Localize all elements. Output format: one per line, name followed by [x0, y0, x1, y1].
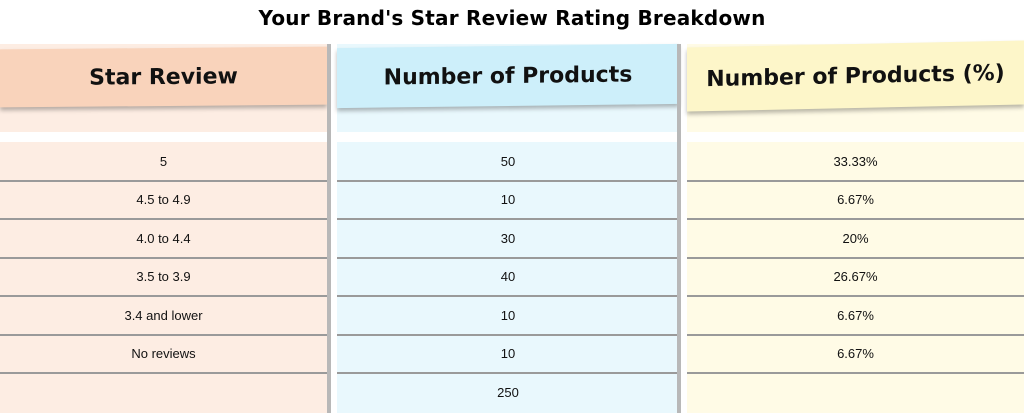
row-separator [337, 218, 679, 220]
table-cell-number-of-products-pct: 33.33% [833, 153, 878, 169]
row-separator [687, 333, 1024, 336]
row-separator [0, 295, 327, 297]
table-cell-number-of-products-pct: 26.67% [833, 269, 878, 284]
row-separator [0, 372, 327, 374]
column-number-of-products-pct: Number of Products (%) 33.33% 6.67% 20% 26.… [687, 40, 1024, 413]
table-cell-star-review: 3.4 and lower [124, 307, 203, 323]
table-cell-number-of-products: 30 [500, 230, 516, 246]
header-gap [0, 132, 327, 142]
row-separator [337, 179, 679, 182]
table-cell-number-of-products: 50 [500, 153, 516, 169]
header-gap [337, 132, 679, 142]
row-separator [687, 295, 1024, 297]
table-cell-star-review: 5 [159, 153, 168, 169]
table-cell-number-of-products: 40 [500, 269, 516, 284]
row-separator [337, 333, 679, 336]
table-cell-star-review: 4.0 to 4.4 [136, 230, 191, 246]
row-separator [337, 372, 679, 374]
row-separator [0, 333, 327, 336]
table-cell-number-of-products: 10 [500, 346, 516, 361]
total-cell-number-of-products: 250 [497, 384, 519, 400]
total-cell-star-review [0, 373, 327, 411]
table-cell-number-of-products: 10 [500, 192, 516, 207]
row-separator [687, 179, 1024, 182]
header-gap [687, 132, 1024, 142]
header-number-of-products: Number of Products [337, 43, 679, 109]
table-cell-star-review: 4.5 to 4.9 [136, 192, 191, 207]
table-cell-star-review: 3.5 to 3.9 [136, 269, 191, 284]
table-cell-number-of-products-pct: 6.67% [837, 192, 874, 207]
header-number-of-products-pct: Number of Products (%) [687, 40, 1024, 112]
row-separator [0, 256, 327, 259]
column-divider [327, 44, 331, 413]
column-divider [677, 44, 681, 413]
header-star-review: Star Review [0, 46, 327, 108]
row-separator [337, 295, 679, 297]
table-cell-number-of-products-pct: 20% [842, 230, 869, 246]
row-separator [687, 256, 1024, 259]
row-separator [0, 179, 327, 182]
total-cell-number-of-products-pct [687, 373, 1024, 411]
row-separator [687, 372, 1024, 374]
row-separator [687, 218, 1024, 220]
table-cell-number-of-products-pct: 6.67% [837, 346, 874, 361]
row-separator [337, 256, 679, 259]
page-title: Your Brand's Star Review Rating Breakdow… [258, 6, 766, 30]
row-separator [0, 218, 327, 220]
table-cell-number-of-products-pct: 6.67% [837, 307, 874, 323]
table-cell-star-review: No reviews [131, 346, 196, 361]
column-number-of-products: Number of Products 50 10 30 40 10 10 250 [337, 43, 679, 413]
column-star-review: Star Review 5 4.5 to 4.9 4.0 to 4.4 3.5 to … [0, 44, 327, 413]
table-cell-number-of-products: 10 [500, 307, 516, 323]
